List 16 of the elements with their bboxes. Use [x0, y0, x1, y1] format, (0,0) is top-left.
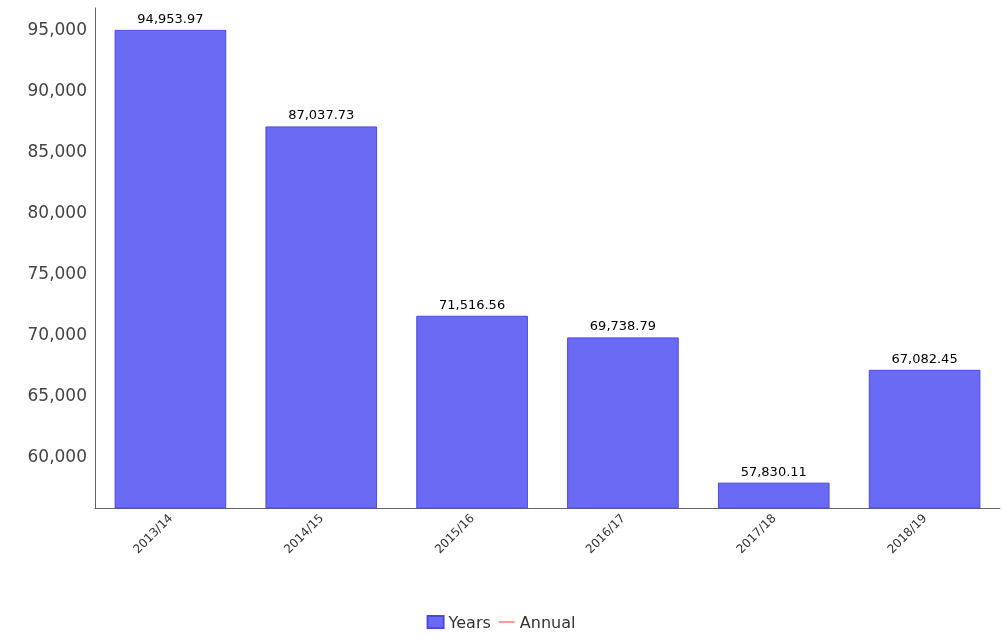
y-tick-label: 75,000	[27, 263, 87, 284]
legend-label: Annual	[519, 612, 576, 632]
y-tick-label: 65,000	[27, 385, 87, 406]
data-label: 94,953.97	[137, 10, 204, 26]
y-tick-label: 80,000	[27, 202, 87, 223]
data-label: 67,082.45	[891, 350, 958, 366]
legend-label: Years	[447, 612, 491, 632]
data-label: 71,516.56	[439, 296, 506, 312]
y-tick-label: 95,000	[27, 19, 87, 40]
data-label: 87,037.73	[288, 107, 355, 123]
y-tick-label: 60,000	[27, 446, 87, 467]
data-label: 57,830.11	[740, 463, 807, 479]
y-tick-label: 70,000	[27, 324, 87, 345]
y-tick-label: 85,000	[27, 141, 87, 162]
y-tick-label: 90,000	[27, 80, 87, 101]
data-label: 69,738.79	[589, 318, 656, 334]
